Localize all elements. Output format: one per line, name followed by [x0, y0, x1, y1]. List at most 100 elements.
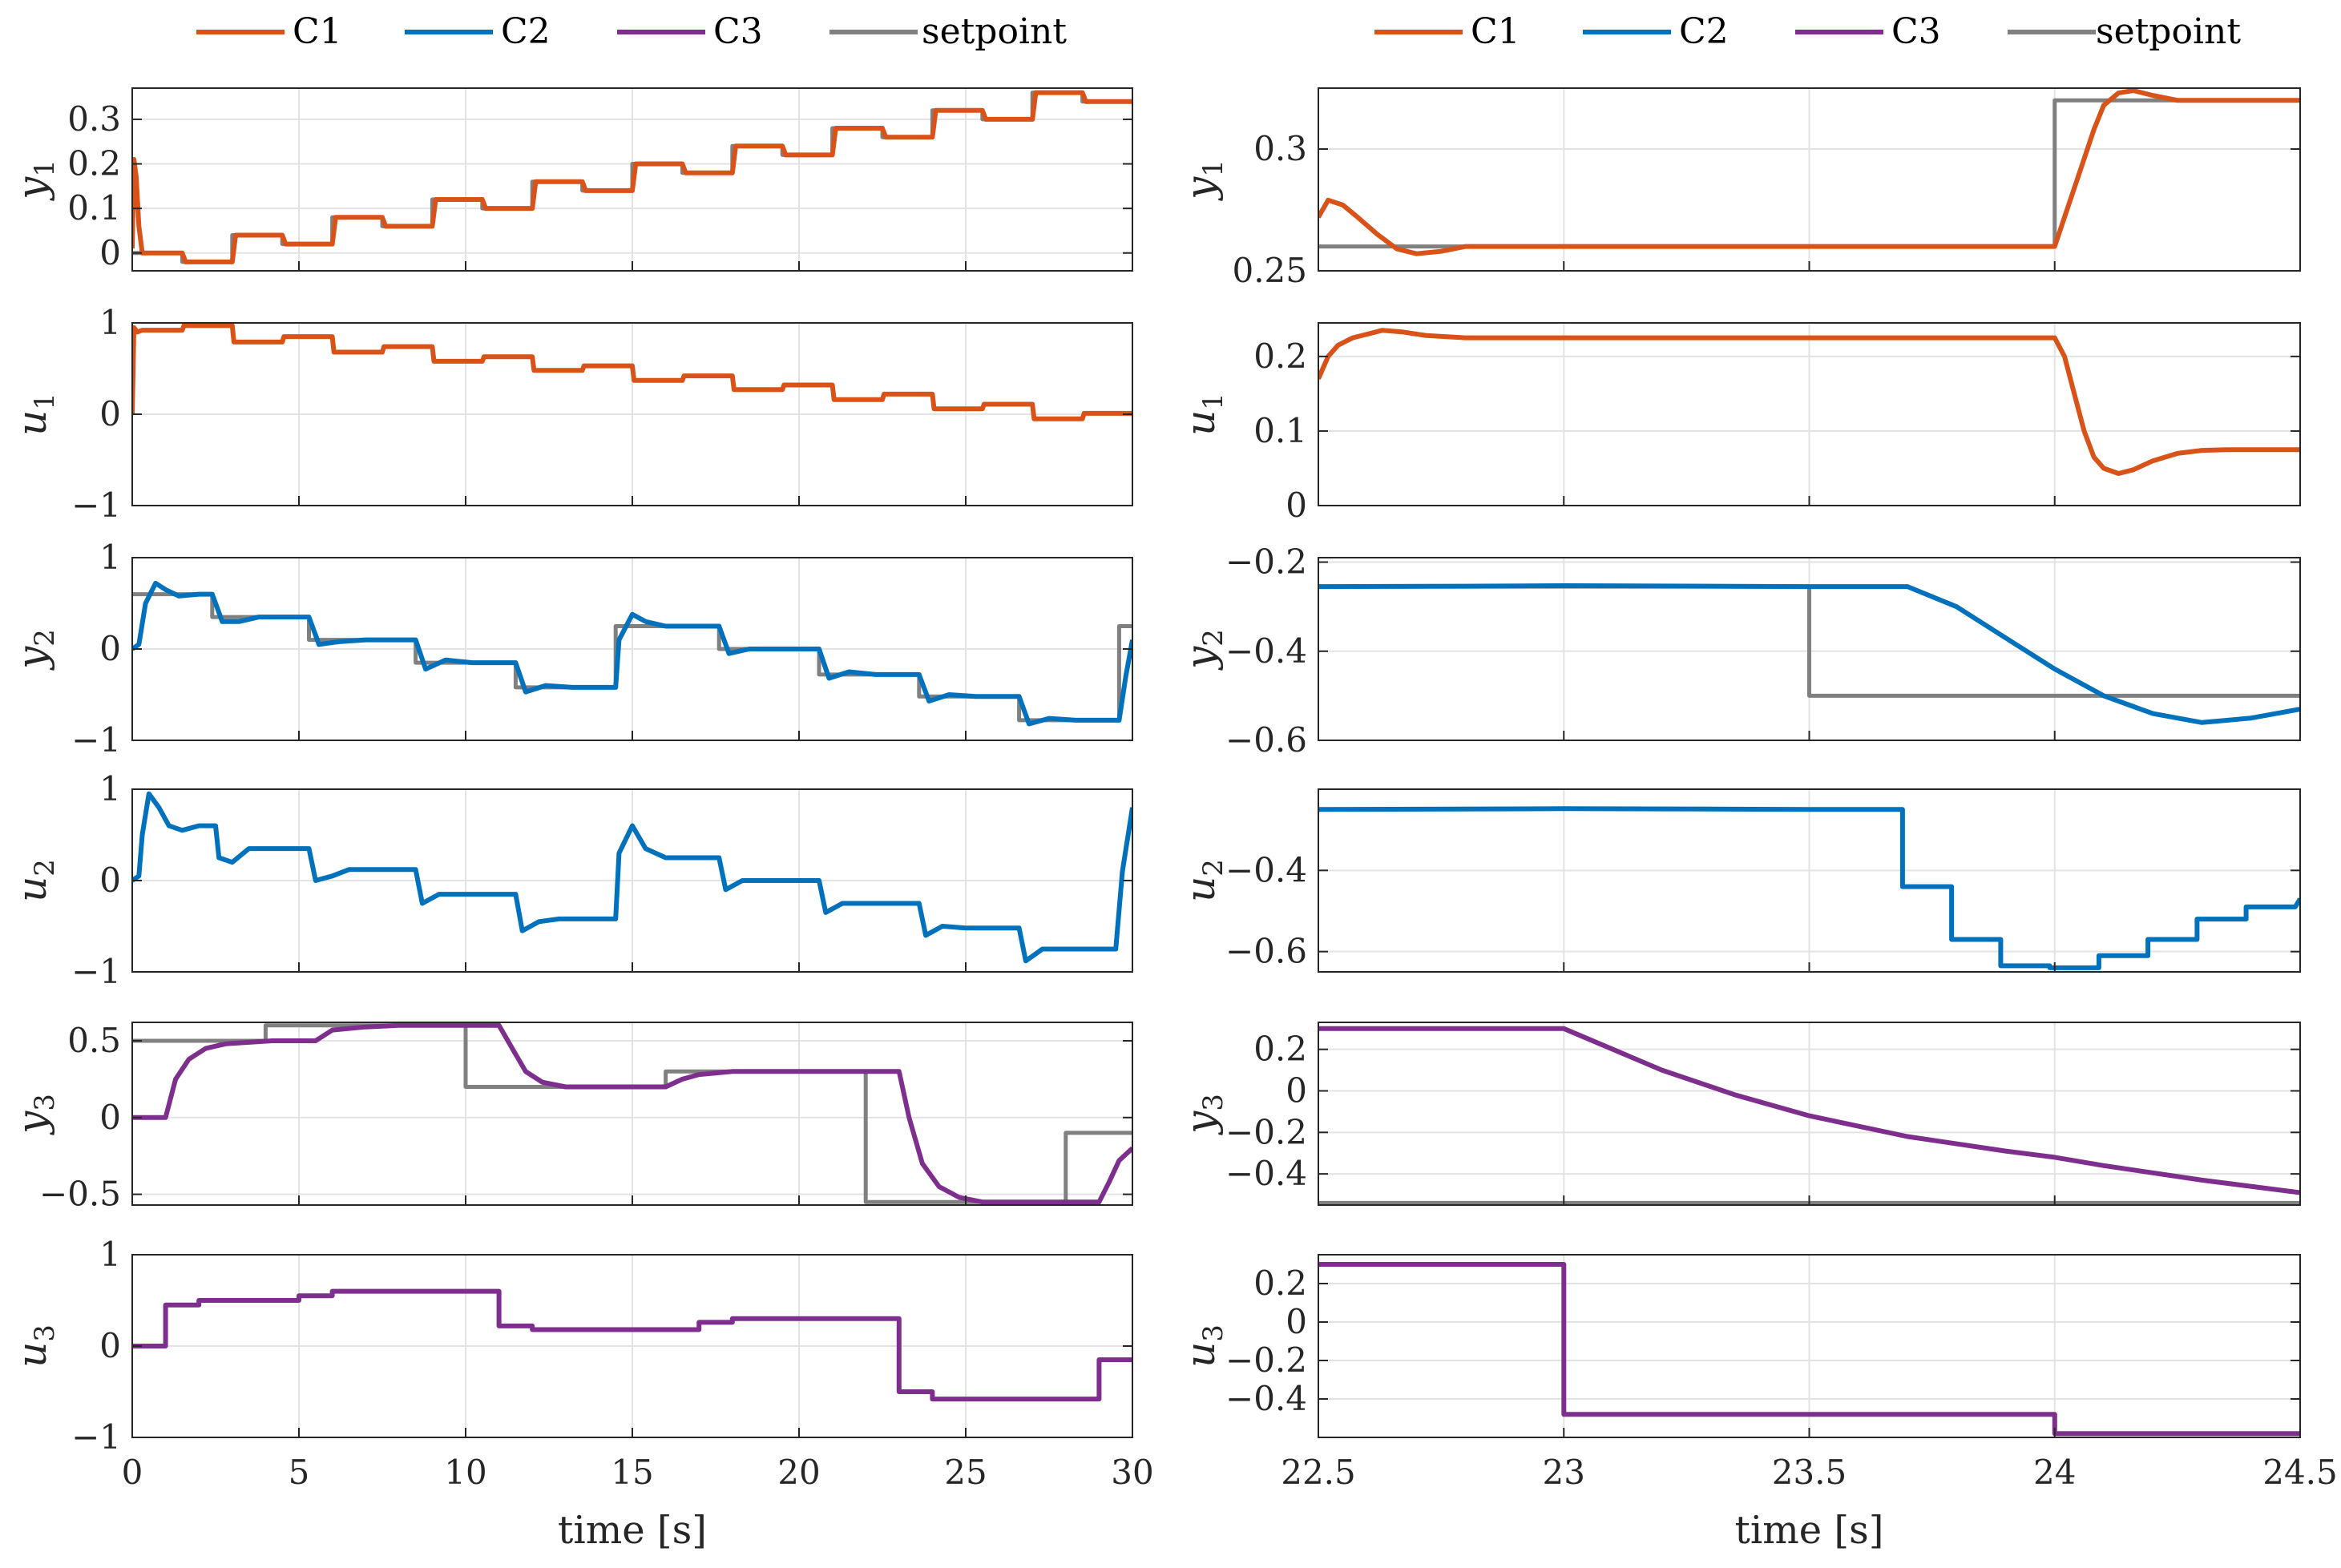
right-panel-1-ylabel: y1	[1177, 159, 1229, 201]
legend-right: C1 C2 C3 setpoint	[1374, 11, 2241, 52]
right-panel-6-series-C3	[1318, 1262, 2300, 1437]
right-panel-5: −0.4−0.200.2 y3	[1177, 1022, 2301, 1206]
left-panel-1-ytick-label-0: 0	[99, 233, 121, 272]
right-panel-3-ytick-label-0: −0.6	[1225, 720, 1307, 760]
left-panel-4-series-C2	[132, 791, 1132, 964]
right-panel-5-ytick-label-3: 0.2	[1253, 1030, 1307, 1069]
left-panel-3-ylabel: y2	[9, 629, 61, 671]
left-panel-2-ytick-label-1: 0	[99, 394, 121, 433]
left-panel-5-series-setpoint	[132, 1023, 1132, 1204]
right-panel-2: 0 0.1 0.2 u1	[1177, 322, 2301, 525]
right-panel-5-ytick-label-2: 0	[1286, 1071, 1307, 1110]
right-panel-4: −0.6 −0.4u2	[1177, 788, 2301, 973]
left-panel-6-ytick-label-2: 1	[99, 1235, 121, 1274]
left-panel-5-ylabel: y3	[9, 1094, 61, 1135]
right-panel-2-ylabel: u1	[1177, 393, 1229, 436]
legend-left: C1 C2 C3 setpoint	[196, 11, 1067, 52]
right-panel-6-ytick-label-2: 0	[1286, 1302, 1307, 1341]
legend-right-C3-label: C3	[1891, 11, 1941, 52]
left-xtick-label-2: 10	[444, 1453, 486, 1492]
right-panel-2-ytick-label-0: 0	[1286, 486, 1307, 525]
left-xtick-label-4: 20	[777, 1453, 820, 1492]
left-panel-6-ytick-label-1: 0	[99, 1326, 121, 1365]
left-panel-5-ytick-label-0: −0.5	[39, 1175, 121, 1214]
right-panel-6-ylabel: u3	[1177, 1324, 1229, 1368]
left-xtick-label-6: 30	[1111, 1453, 1153, 1492]
right-panel-2-ytick-label-2: 0.2	[1253, 337, 1307, 376]
left-panel-6-ytick-label-0: −1	[71, 1417, 121, 1457]
right-panel-5-series-C3	[1318, 1026, 2300, 1195]
right-panel-4-series-C2	[1318, 806, 2300, 970]
right-panel-3: −0.6 −0.4 −0.2 y2	[1177, 542, 2301, 760]
legend-left-C3-label: C3	[713, 11, 763, 52]
left-panel-6: −1 0 1 u3	[9, 1235, 1133, 1457]
left-xtick-label-0: 0	[122, 1453, 143, 1492]
left-panel-5-ytick-label-2: 0.5	[67, 1021, 121, 1060]
right-panel-5-ytick-label-0: −0.4	[1225, 1154, 1307, 1193]
left-panel-3: −1 0 1 y2	[9, 538, 1133, 760]
right-xtick-label-2: 23.5	[1772, 1453, 1847, 1492]
right-panel-3-ytick-label-2: −0.2	[1225, 542, 1307, 582]
right-panel-3-series-C2	[1318, 583, 2300, 725]
left-xlabel: time [s]	[558, 1508, 707, 1553]
right-panel-5-ytick-label-1: −0.2	[1225, 1112, 1307, 1151]
legend-left-setpoint-label: setpoint	[922, 11, 1067, 52]
right-panel-6: −0.4−0.200.2 u3	[1177, 1254, 2301, 1438]
legend-right-C1-label: C1	[1471, 11, 1520, 52]
right-panel-6-ytick-label-1: −0.2	[1225, 1340, 1307, 1380]
left-panel-4-ylabel: u2	[9, 859, 61, 902]
left-panel-3-ytick-label-2: 1	[99, 538, 121, 577]
legend-right-C2-label: C2	[1679, 11, 1729, 52]
left-panel-2-ylabel: u1	[9, 393, 61, 436]
right-panel-2-series-C1	[1318, 328, 2300, 476]
left-panel-3-ytick-label-1: 0	[99, 629, 121, 668]
right-xtick-label-1: 23	[1543, 1453, 1585, 1492]
left-panel-2-series-C1	[132, 323, 1132, 421]
right-panel-4-ytick-label-1: −0.4	[1225, 850, 1307, 889]
right-panel-1: 0.25 0.3 y1	[1177, 87, 2301, 290]
right-panel-6-ytick-label-3: 0.2	[1253, 1264, 1307, 1303]
left-panel-2: −1 0 1 u1	[9, 303, 1133, 525]
left-panel-5-ytick-label-1: 0	[99, 1098, 121, 1137]
left-panel-4-ytick-label-1: 0	[99, 861, 121, 900]
right-xtick-label-3: 24	[2033, 1453, 2076, 1492]
left-panel-1-ytick-label-3: 0.3	[67, 99, 121, 139]
left-panel-3-series-C2	[132, 580, 1132, 727]
right-panel-1-ytick-label-1: 0.3	[1253, 129, 1307, 168]
left-panel-4-ytick-label-2: 1	[99, 769, 121, 808]
left-xtick-label-3: 15	[611, 1453, 653, 1492]
right-panel-1-ytick-label-0: 0.25	[1232, 251, 1307, 290]
left-panel-4-ytick-label-0: −1	[71, 952, 121, 991]
right-panel-1-series-C1	[1318, 88, 2300, 256]
right-xtick-label-4: 24.5	[2262, 1453, 2338, 1492]
left-panel-3-ytick-label-0: −1	[71, 720, 121, 760]
right-panel-5-ylabel: y3	[1177, 1094, 1229, 1135]
right-panel-6-ytick-label-0: −0.4	[1225, 1379, 1307, 1418]
left-panel-6-series-C3	[132, 1288, 1132, 1402]
left-panel-2-ytick-label-2: 1	[99, 303, 121, 342]
left-panel-1-ytick-label-2: 0.2	[67, 144, 121, 183]
left-panel-4: −1 0 1 u2	[9, 769, 1133, 991]
right-xtick-label-0: 22.5	[1281, 1453, 1356, 1492]
right-panel-2-ytick-label-1: 0.1	[1253, 411, 1307, 450]
left-panel-1-ylabel: y1	[9, 159, 61, 201]
left-panel-1: 0 0.1 0.2 0.3y1	[9, 87, 1133, 272]
right-panel-3-ylabel: y2	[1177, 629, 1229, 671]
right-panel-4-ytick-label-0: −0.6	[1225, 932, 1307, 971]
left-panel-6-ylabel: u3	[9, 1324, 61, 1368]
plot-area: 00.10.20.3y1−101u1−101y2−101u2−0.500.5y3…	[9, 87, 2338, 1553]
legend-right-setpoint-label: setpoint	[2096, 11, 2241, 52]
legend-left-C2-label: C2	[501, 11, 551, 52]
left-panel-1-ytick-label-1: 0.1	[67, 188, 121, 228]
left-panel-1-series-C1	[132, 90, 1132, 264]
right-panel-4-ylabel: u2	[1177, 859, 1229, 902]
left-xtick-label-5: 25	[944, 1453, 987, 1492]
right-panel-3-ytick-label-1: −0.4	[1225, 631, 1307, 671]
left-xtick-label-1: 5	[289, 1453, 310, 1492]
left-panel-5-series-C3	[132, 1022, 1132, 1205]
left-panel-5: −0.5 0 0.5y3	[9, 1021, 1133, 1214]
legend-left-C1-label: C1	[293, 11, 342, 52]
right-xlabel: time [s]	[1735, 1508, 1884, 1553]
left-panel-2-ytick-label-0: −1	[71, 486, 121, 525]
